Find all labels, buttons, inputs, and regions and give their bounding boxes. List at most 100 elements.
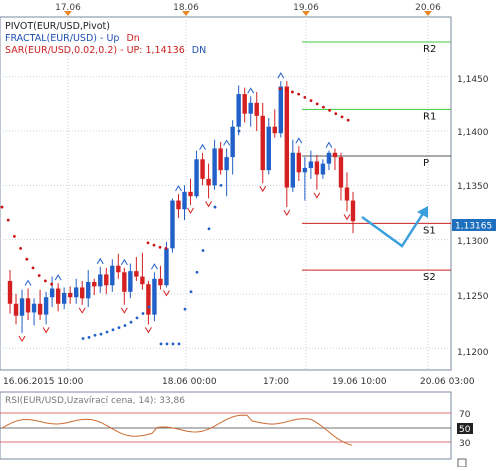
candle-body xyxy=(128,271,133,292)
sar-dot xyxy=(147,305,151,309)
price-label: 1,1400 xyxy=(457,128,489,138)
price-label: 1,1350 xyxy=(457,182,489,192)
candle-body xyxy=(164,248,169,286)
candle-body xyxy=(344,187,350,201)
price-label: 1,1450 xyxy=(457,75,489,85)
sar-dot xyxy=(207,227,211,231)
price-axis[interactable]: 1,1450 1,1400 1,1350 1,1300 1,1250 1,120… xyxy=(452,17,500,370)
candle-body xyxy=(266,126,271,171)
pivot-label: S1 xyxy=(423,225,436,236)
candle-body xyxy=(152,278,157,315)
sar-dot xyxy=(309,99,313,103)
candle-body xyxy=(302,167,308,173)
sar-dot xyxy=(237,129,241,133)
sar-dot xyxy=(340,115,344,119)
fractal-up-icon xyxy=(295,137,303,144)
sar-dot xyxy=(81,337,85,340)
sar-dot xyxy=(183,307,187,311)
candle-body xyxy=(61,292,67,304)
candle-body xyxy=(332,152,338,158)
candle-body xyxy=(55,288,61,304)
price-label: 1,1250 xyxy=(457,292,489,302)
fractal-down-icon xyxy=(313,192,321,199)
candle-body xyxy=(188,191,193,197)
sar-dot xyxy=(99,332,103,336)
sar-dot xyxy=(50,282,53,286)
fractal-down-icon xyxy=(343,214,351,221)
candle-body xyxy=(37,303,43,315)
fractal-down-icon xyxy=(42,327,50,334)
candle-body xyxy=(278,86,283,134)
price-label: 1,1300 xyxy=(457,237,489,247)
panel-resize-handle[interactable] xyxy=(457,458,467,468)
fractal-markers xyxy=(18,72,351,343)
sar-dot xyxy=(31,266,35,270)
fractal-up-icon xyxy=(247,87,255,94)
candle-body xyxy=(200,159,205,179)
time-label: 16.06.2015 10:00 xyxy=(3,377,84,387)
candle-body xyxy=(308,161,314,168)
rsi-level-label: 70 xyxy=(459,410,471,420)
candle-body xyxy=(104,274,109,286)
parabolic-sar-series xyxy=(0,87,350,346)
candle-body xyxy=(326,152,332,164)
sar-dot xyxy=(13,235,16,238)
sar-dot xyxy=(153,298,157,301)
candle-body xyxy=(218,148,223,171)
fractal-up-icon xyxy=(120,258,128,266)
fractal-down-icon xyxy=(78,307,86,314)
pivot-label: P xyxy=(423,158,429,169)
grid-lines xyxy=(0,17,451,370)
candle-body xyxy=(182,191,187,210)
fractal-up-icon xyxy=(24,279,32,286)
pivot-levels: R2 R1 P S1 S2 xyxy=(302,41,451,283)
time-label: 19.06 10:00 xyxy=(332,377,387,387)
sar-dot xyxy=(117,326,121,330)
candle-body xyxy=(290,152,296,188)
time-label: 18.06 00:00 xyxy=(162,377,217,387)
price-label: 1,1200 xyxy=(457,348,489,358)
sar-dot xyxy=(225,162,229,166)
candle-body xyxy=(110,265,115,286)
fractal-down-icon xyxy=(283,209,291,217)
candle-body xyxy=(242,94,247,114)
sar-dot xyxy=(146,241,150,245)
sar-dot xyxy=(334,112,338,116)
sar-dot xyxy=(123,324,127,327)
candle-body xyxy=(19,298,25,316)
sar-dot xyxy=(164,246,168,250)
fractal-down-icon xyxy=(187,207,194,214)
sar-dot xyxy=(231,144,235,148)
sar-dot xyxy=(195,270,199,274)
sar-dot xyxy=(105,330,109,334)
session-marker-icon xyxy=(182,11,190,16)
sar-dot xyxy=(284,88,288,92)
candle-body xyxy=(236,94,241,127)
rsi-panel[interactable]: RSI(EUR/USD,Uzavírací cena, 14): 33,86 7… xyxy=(0,391,500,468)
sar-dot xyxy=(25,257,29,261)
sar-dot xyxy=(6,218,10,222)
sar-dot xyxy=(93,333,97,337)
session-marker-icon xyxy=(302,11,310,16)
top-time-label: 18.06 xyxy=(173,3,199,13)
rsi-line xyxy=(1,414,353,446)
sar-dot xyxy=(328,109,331,112)
fractal-legend: FRACTAL(EUR/USD) - Up Dn xyxy=(5,33,140,44)
top-time-label: 17.06 xyxy=(55,3,81,13)
forecast-arrow[interactable] xyxy=(361,206,428,248)
sar-dot xyxy=(158,245,162,249)
top-time-label: 20.06 xyxy=(415,3,441,13)
candle-body xyxy=(43,297,49,315)
candle-body xyxy=(134,271,139,277)
fractal-down-icon xyxy=(259,185,267,193)
candle-body xyxy=(140,276,145,285)
candle-body xyxy=(248,102,253,114)
fractal-up-icon xyxy=(96,257,104,265)
candle-body xyxy=(176,200,181,210)
candle-body xyxy=(67,292,73,298)
sar-dot xyxy=(152,243,156,247)
sar-dot xyxy=(87,336,91,339)
candle-body xyxy=(116,265,121,273)
sar-dot xyxy=(37,274,41,277)
